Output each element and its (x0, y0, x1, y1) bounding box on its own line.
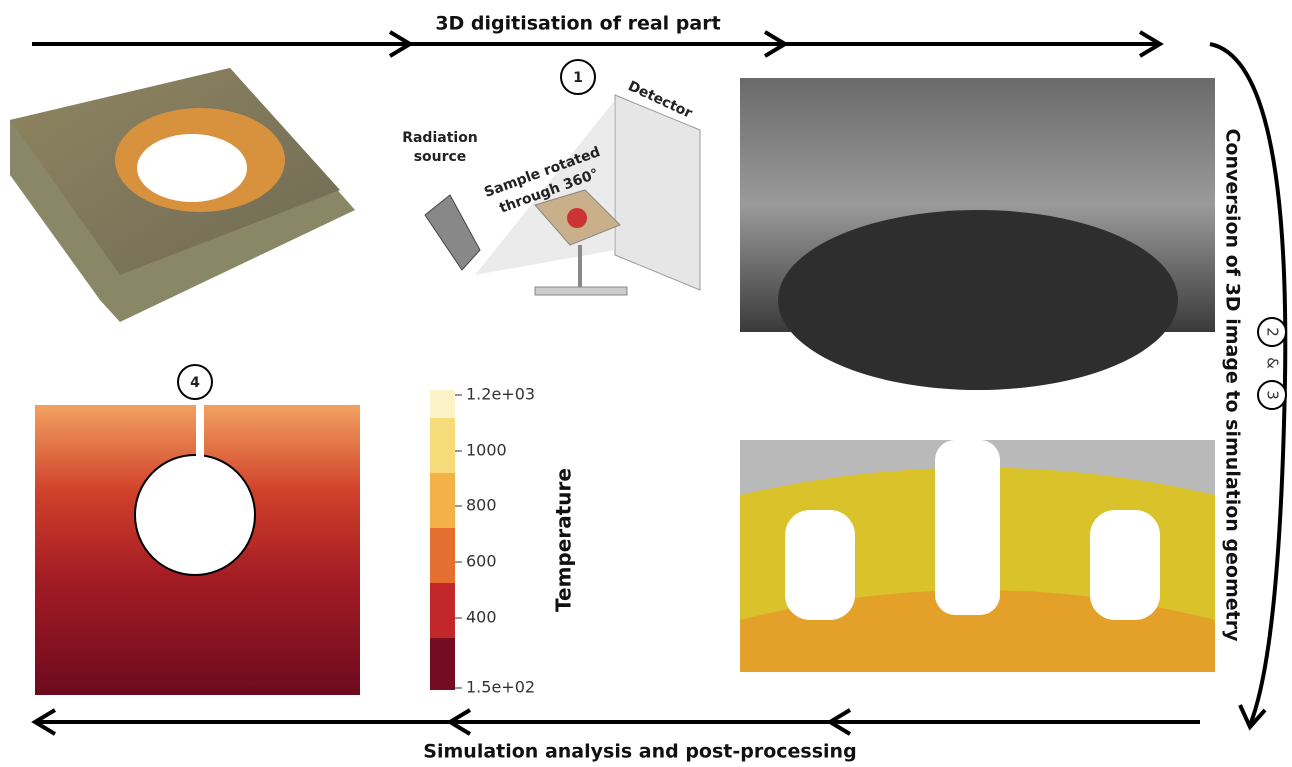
colorbar-ticks: 1.2e+03 1000 800 600 400 1.5e+02 (455, 385, 535, 697)
ct-image (740, 78, 1215, 390)
diagram: 3D digitisation of real part 1 Detector … (0, 0, 1292, 767)
step-number: 3 (1264, 390, 1282, 400)
colorbar-tick-label: 400 (466, 608, 497, 627)
step-number: 2 (1264, 327, 1282, 337)
source-label: source (414, 149, 467, 165)
top-arrow (32, 32, 1160, 56)
colorbar (430, 390, 455, 690)
colorbar-tick-label: 1.5e+02 (466, 678, 535, 697)
colorbar-tick-label: 1.2e+03 (466, 385, 535, 404)
colorbar-tick-label: 800 (466, 496, 497, 515)
temperature-map (35, 365, 360, 695)
source-label: Radiation (402, 130, 478, 146)
plate-photo (10, 68, 355, 322)
step-joiner: & (1264, 357, 1282, 369)
page: 3D digitisation of real part 1 Detector … (0, 0, 1292, 767)
top-flow-label: 3D digitisation of real part (435, 13, 720, 35)
bottom-arrow (35, 710, 1200, 734)
colorbar-tick-label: 1000 (466, 441, 507, 460)
bottom-flow-label: Simulation analysis and post-processing (423, 741, 856, 763)
step-number: 1 (573, 70, 583, 86)
mesh-image (740, 440, 1215, 672)
colorbar-tick-label: 600 (466, 552, 497, 571)
step-number: 4 (190, 375, 200, 391)
right-flow-label: Conversion of 3D image to simulation geo… (1222, 128, 1244, 642)
colorbar-title: Temperature (552, 468, 576, 612)
